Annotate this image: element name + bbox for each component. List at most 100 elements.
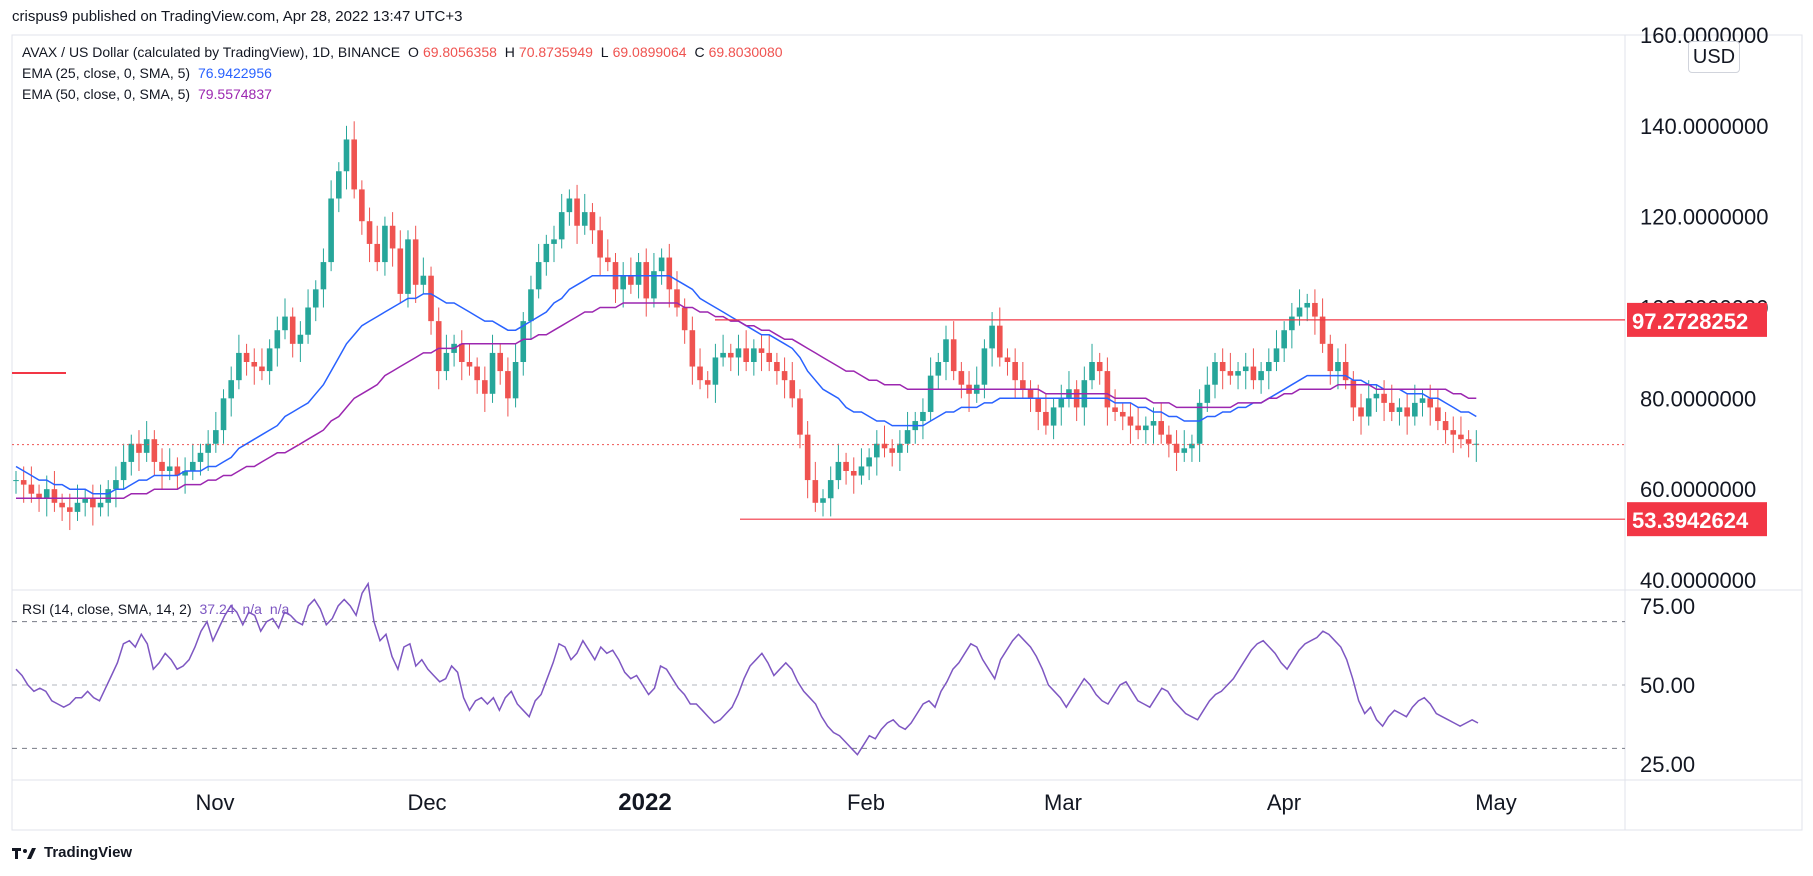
low-label: L <box>600 44 609 60</box>
candle-body <box>1219 362 1226 372</box>
price-tick-label: 40.0000000 <box>1640 568 1756 593</box>
candle-body <box>1312 302 1318 317</box>
candle-body <box>13 480 19 482</box>
publish-info: crispus9 published on TradingView.com, A… <box>12 8 463 25</box>
candle-body <box>1358 407 1364 417</box>
candle-body <box>904 430 911 444</box>
candle-body <box>989 325 995 349</box>
time-tick-label: Mar <box>1044 790 1082 815</box>
candle-body <box>1289 316 1295 331</box>
candle-body <box>336 171 342 199</box>
candle-body <box>120 461 127 481</box>
candle-body <box>74 502 81 512</box>
candle-body <box>197 452 204 462</box>
candle-body <box>474 366 480 381</box>
tradingview-brand-label: TradingView <box>44 844 133 861</box>
candle-body <box>758 348 765 353</box>
candle-body <box>897 443 903 453</box>
candle-body <box>628 275 634 285</box>
low-value: 69.0899064 <box>612 44 687 60</box>
symbol-legend: AVAX / US Dollar (calculated by TradingV… <box>22 44 787 60</box>
chart-frame <box>11 34 1803 831</box>
candle-body <box>482 380 488 394</box>
candle-body <box>589 212 596 231</box>
candle-body <box>213 430 219 444</box>
candle-body <box>136 443 142 453</box>
candle-body <box>651 271 657 299</box>
rsi-line <box>15 581 1479 756</box>
candle-body <box>389 225 396 249</box>
candle-body <box>620 275 626 290</box>
candle-body <box>312 289 319 308</box>
candle-body <box>97 502 104 508</box>
candle-body <box>535 262 542 290</box>
candle-body <box>543 243 550 263</box>
candle-body <box>1396 407 1403 412</box>
candle-body <box>1089 362 1095 381</box>
tradingview-brand: TradingView <box>12 844 132 861</box>
candle-body <box>835 461 842 481</box>
candle-body <box>1458 434 1464 440</box>
candle-body <box>128 443 135 462</box>
candle-body <box>566 198 573 213</box>
ema50-value: 79.5574837 <box>197 86 272 102</box>
rsi-value: 37.24 <box>199 601 235 617</box>
candle-body <box>1258 371 1264 381</box>
rsi-na-2: n/a <box>269 601 290 617</box>
candle-body <box>996 325 1003 358</box>
candle-body <box>666 257 673 290</box>
candle-body <box>1365 398 1372 417</box>
candle-body <box>489 352 496 394</box>
candle-body <box>597 230 603 258</box>
candle-body <box>681 307 688 331</box>
candle-body <box>812 480 819 503</box>
candle-body <box>205 443 211 453</box>
candle-body <box>1442 421 1449 431</box>
candle-body <box>1242 366 1249 372</box>
candle-body <box>366 221 373 244</box>
candle-body <box>981 348 988 385</box>
price-tick-label: 80.0000000 <box>1640 386 1756 411</box>
candle-body <box>827 480 834 499</box>
candle-body <box>874 443 880 458</box>
candle-body <box>174 466 181 476</box>
candle-body <box>266 348 273 372</box>
candle-body <box>189 461 196 471</box>
candle-body <box>1043 411 1049 426</box>
candle-body <box>943 339 949 362</box>
ema25-legend: EMA (25, close, 0, SMA, 5) 76.9422956 <box>22 65 276 81</box>
candle-body <box>958 371 965 385</box>
candle-body <box>259 366 265 372</box>
candle-body <box>497 352 504 372</box>
candle-body <box>243 352 250 362</box>
candle-body <box>774 362 780 372</box>
candle-body <box>1350 380 1357 408</box>
candle-body <box>151 439 158 462</box>
candle-body <box>20 480 27 485</box>
candle-body <box>166 466 173 471</box>
candle-body <box>658 257 665 272</box>
price-tick-label: 60.0000000 <box>1640 477 1756 502</box>
candle-body <box>1373 393 1380 399</box>
close-label: C <box>694 44 705 60</box>
time-tick-label: Dec <box>407 790 446 815</box>
candle-body <box>766 352 773 362</box>
candle-body <box>59 502 65 508</box>
time-tick-label: 2022 <box>618 789 671 816</box>
candle-body <box>328 198 334 263</box>
currency-button[interactable]: USD <box>1688 41 1740 73</box>
candle-body <box>881 443 888 449</box>
candle-body <box>866 457 872 467</box>
candle-body <box>1112 407 1118 412</box>
candle-body <box>428 275 434 322</box>
candle-body <box>1327 343 1334 372</box>
candle-body <box>797 398 803 435</box>
candle-body <box>435 321 442 372</box>
candle-body <box>251 362 258 367</box>
candle-body <box>1296 307 1303 317</box>
candle-body <box>1035 398 1042 412</box>
candle-body <box>1150 421 1157 426</box>
tradingview-logo-icon <box>12 847 36 859</box>
candle-body <box>105 489 112 503</box>
candle-body <box>751 348 757 362</box>
